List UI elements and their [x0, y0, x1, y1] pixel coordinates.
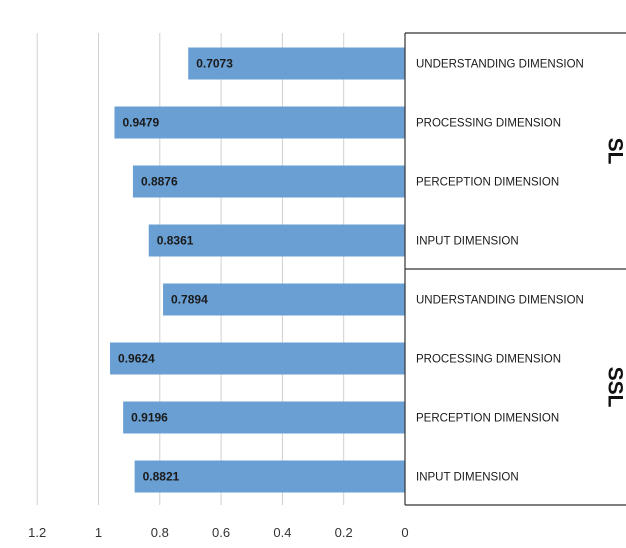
bar: [163, 283, 405, 316]
x-tick-label: 1.2: [28, 525, 46, 540]
category-label: INPUT DIMENSION: [416, 236, 519, 248]
category-label: PERCEPTION DIMENSION: [416, 177, 559, 189]
bars: 0.7073 0.9479 0.8876 0.8361 0.7894 0.9624 0.91…: [110, 47, 405, 493]
category-label: UNDERSTANDING DIMENSION: [416, 295, 584, 307]
data-label: 0.7073: [196, 57, 233, 71]
x-tick-label: 0.4: [273, 525, 291, 540]
group-label: SL: [603, 138, 626, 165]
x-axis-ticks: 1.2 1 0.8 0.6 0.4 0.2 0: [28, 525, 408, 540]
bar: [188, 47, 405, 80]
x-tick-label: 0.2: [335, 525, 353, 540]
x-tick-label: 0.6: [212, 525, 230, 540]
data-label: 0.9624: [118, 352, 155, 366]
gridlines: [36, 33, 345, 505]
bar: [110, 342, 405, 375]
bar: [134, 460, 405, 493]
x-tick-label: 0: [401, 525, 408, 540]
category-panel: UNDERSTANDING DIMENSION PROCESSING DIMENS…: [404, 32, 626, 506]
data-label: 0.9479: [122, 116, 159, 130]
category-label: PERCEPTION DIMENSION: [416, 413, 559, 425]
category-label: PROCESSING DIMENSION: [416, 118, 561, 130]
x-tick-label: 0.8: [151, 525, 169, 540]
data-label: 0.9196: [131, 411, 168, 425]
bar: [132, 165, 405, 198]
bar: [123, 401, 405, 434]
x-tick-label: 1: [95, 525, 102, 540]
data-label: 0.7894: [171, 293, 208, 307]
category-label: PROCESSING DIMENSION: [416, 354, 561, 366]
category-label: UNDERSTANDING DIMENSION: [416, 59, 584, 71]
data-label: 0.8361: [157, 234, 194, 248]
bar: [148, 224, 405, 257]
data-label: 0.8821: [143, 470, 180, 484]
group-label: SSL: [603, 367, 626, 408]
data-label: 0.8876: [141, 175, 178, 189]
category-label: INPUT DIMENSION: [416, 472, 519, 484]
bar: [114, 106, 405, 139]
